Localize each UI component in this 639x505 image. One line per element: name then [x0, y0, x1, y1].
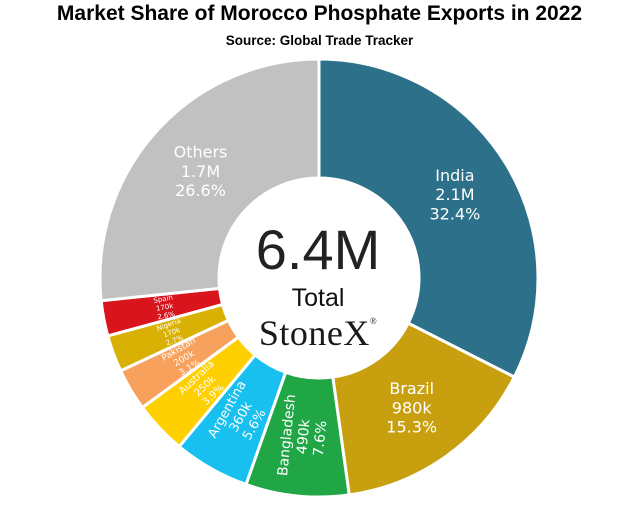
- slice-brazil: [331, 321, 517, 497]
- slice-label-brazil: Brazil 980k 15.3%: [386, 379, 437, 436]
- slice-value: 980k: [392, 398, 433, 417]
- slice-percent: 26.6%: [175, 181, 226, 200]
- slice-value: 2.1M: [435, 185, 474, 204]
- chart-title: Market Share of Morocco Phosphate Export…: [56, 2, 583, 25]
- slice-value: 490k: [294, 418, 314, 455]
- slice-label-india: India 2.1M 32.4%: [429, 166, 480, 223]
- slice-name: Spain: [153, 293, 174, 304]
- chart-subtitle: Source: Global Trade Tracker: [225, 33, 414, 48]
- slice-label-others: Others 1.7M 26.6%: [174, 143, 228, 200]
- slice-name: Others: [174, 143, 228, 162]
- slice-percent: 7.6%: [311, 420, 330, 457]
- slice-name: Brazil: [389, 379, 434, 398]
- stonex-logo-mark: ®: [369, 316, 378, 326]
- slice-india: [317, 57, 540, 380]
- total-value: 6.4M: [255, 218, 381, 281]
- slice-label-spain: Spain170k2.6%: [153, 293, 177, 321]
- slice-others: [98, 57, 321, 303]
- slice-percent: 32.4%: [429, 204, 480, 223]
- slice-percent: 15.3%: [386, 418, 437, 437]
- slice-percent: 2.6%: [157, 310, 176, 321]
- slice-value: 1.7M: [181, 162, 220, 181]
- slice-name: India: [435, 166, 474, 185]
- stonex-logo: StoneX®: [218, 312, 418, 354]
- total-label: Total: [291, 284, 345, 312]
- slice-value: 170k: [155, 302, 175, 313]
- stonex-logo-text: StoneX: [258, 313, 370, 353]
